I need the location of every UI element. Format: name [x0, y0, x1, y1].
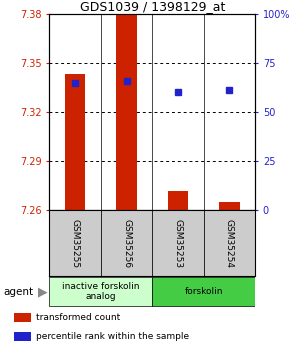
Text: GSM35255: GSM35255: [70, 219, 79, 268]
Bar: [152, 210, 204, 276]
Bar: [219, 202, 240, 210]
Text: GSM35254: GSM35254: [225, 219, 234, 268]
Bar: [49, 210, 101, 276]
Bar: [152, 277, 255, 306]
Bar: [49, 277, 152, 306]
Bar: [116, 14, 137, 210]
Bar: [204, 210, 255, 276]
Text: percentile rank within the sample: percentile rank within the sample: [36, 332, 189, 341]
Text: transformed count: transformed count: [36, 313, 121, 322]
Title: GDS1039 / 1398129_at: GDS1039 / 1398129_at: [79, 0, 225, 13]
Text: agent: agent: [3, 287, 33, 296]
Text: inactive forskolin
analog: inactive forskolin analog: [62, 282, 139, 301]
Bar: [14, 332, 31, 341]
Text: forskolin: forskolin: [184, 287, 223, 296]
Bar: [168, 191, 188, 210]
Bar: [101, 210, 152, 276]
Text: ▶: ▶: [38, 285, 47, 298]
Bar: [14, 313, 31, 322]
Text: GSM35253: GSM35253: [173, 219, 182, 268]
Text: GSM35256: GSM35256: [122, 219, 131, 268]
Bar: [65, 75, 85, 210]
